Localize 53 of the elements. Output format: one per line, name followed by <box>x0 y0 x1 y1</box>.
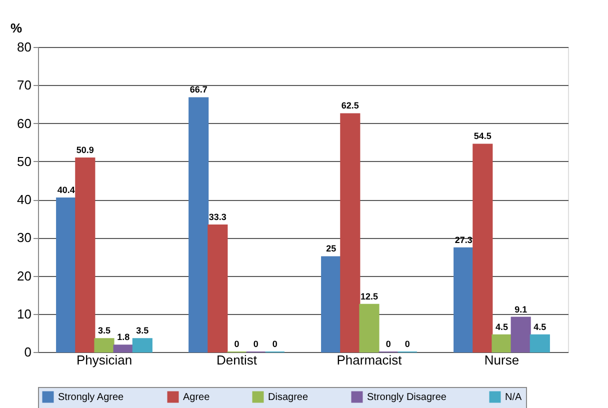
data-label: 25 <box>326 244 336 254</box>
bar <box>510 316 531 352</box>
bar <box>321 256 342 352</box>
legend-label: Agree <box>183 392 210 403</box>
legend-label: Strongly Agree <box>58 392 124 403</box>
data-label: 54.5 <box>474 131 492 142</box>
x-tick-label: Pharmacist <box>336 352 402 368</box>
data-label: 0 <box>253 339 258 349</box>
legend-label: Strongly Disagree <box>367 392 447 403</box>
y-tick-label: 80 <box>17 40 32 54</box>
data-label: 50.9 <box>76 144 94 155</box>
y-tick-label: 40 <box>17 192 32 207</box>
x-tick-label: Nurse <box>484 352 520 368</box>
y-tick-label: 50 <box>17 154 32 169</box>
data-label: 62.5 <box>341 100 359 111</box>
data-label: 0 <box>234 339 240 349</box>
bar <box>492 334 512 352</box>
x-tick-label: Dentist <box>216 352 258 368</box>
bar <box>340 113 360 352</box>
bar <box>113 344 134 352</box>
bar <box>472 144 493 352</box>
data-label: 1.8 <box>117 332 130 342</box>
y-tick-label: 0 <box>24 344 32 360</box>
legend-label: Disagree <box>268 392 308 403</box>
y-tick-label: 20 <box>17 268 32 284</box>
x-tick-label: Physician <box>76 352 132 368</box>
bar <box>75 157 96 352</box>
data-label: 33.3 <box>208 212 226 222</box>
bar <box>94 338 114 352</box>
bar <box>132 338 152 352</box>
data-label: 4.5 <box>534 322 546 332</box>
data-label: 0 <box>386 339 391 349</box>
data-label: 3.5 <box>98 326 111 336</box>
bar <box>359 304 380 352</box>
y-axis-title: % <box>10 20 22 36</box>
bar <box>56 197 76 352</box>
data-label: 40.4 <box>57 184 75 195</box>
y-tick-label: 10 <box>17 306 32 322</box>
data-label: 9.1 <box>514 304 528 314</box>
data-label: 3.5 <box>136 326 149 336</box>
y-tick-label: 70 <box>17 78 32 93</box>
y-tick-label: 60 <box>17 116 32 131</box>
data-label: 12.5 <box>360 291 378 302</box>
legend-label: N/A <box>505 392 522 403</box>
data-label: 66.7 <box>190 84 208 95</box>
y-tick-label: 30 <box>17 230 32 246</box>
bar <box>454 247 474 352</box>
data-label: 4.5 <box>495 322 508 332</box>
bar <box>208 224 228 352</box>
bar <box>188 97 209 352</box>
bar <box>530 334 550 352</box>
data-label: 0 <box>272 339 278 349</box>
data-label: 0 <box>404 339 410 349</box>
